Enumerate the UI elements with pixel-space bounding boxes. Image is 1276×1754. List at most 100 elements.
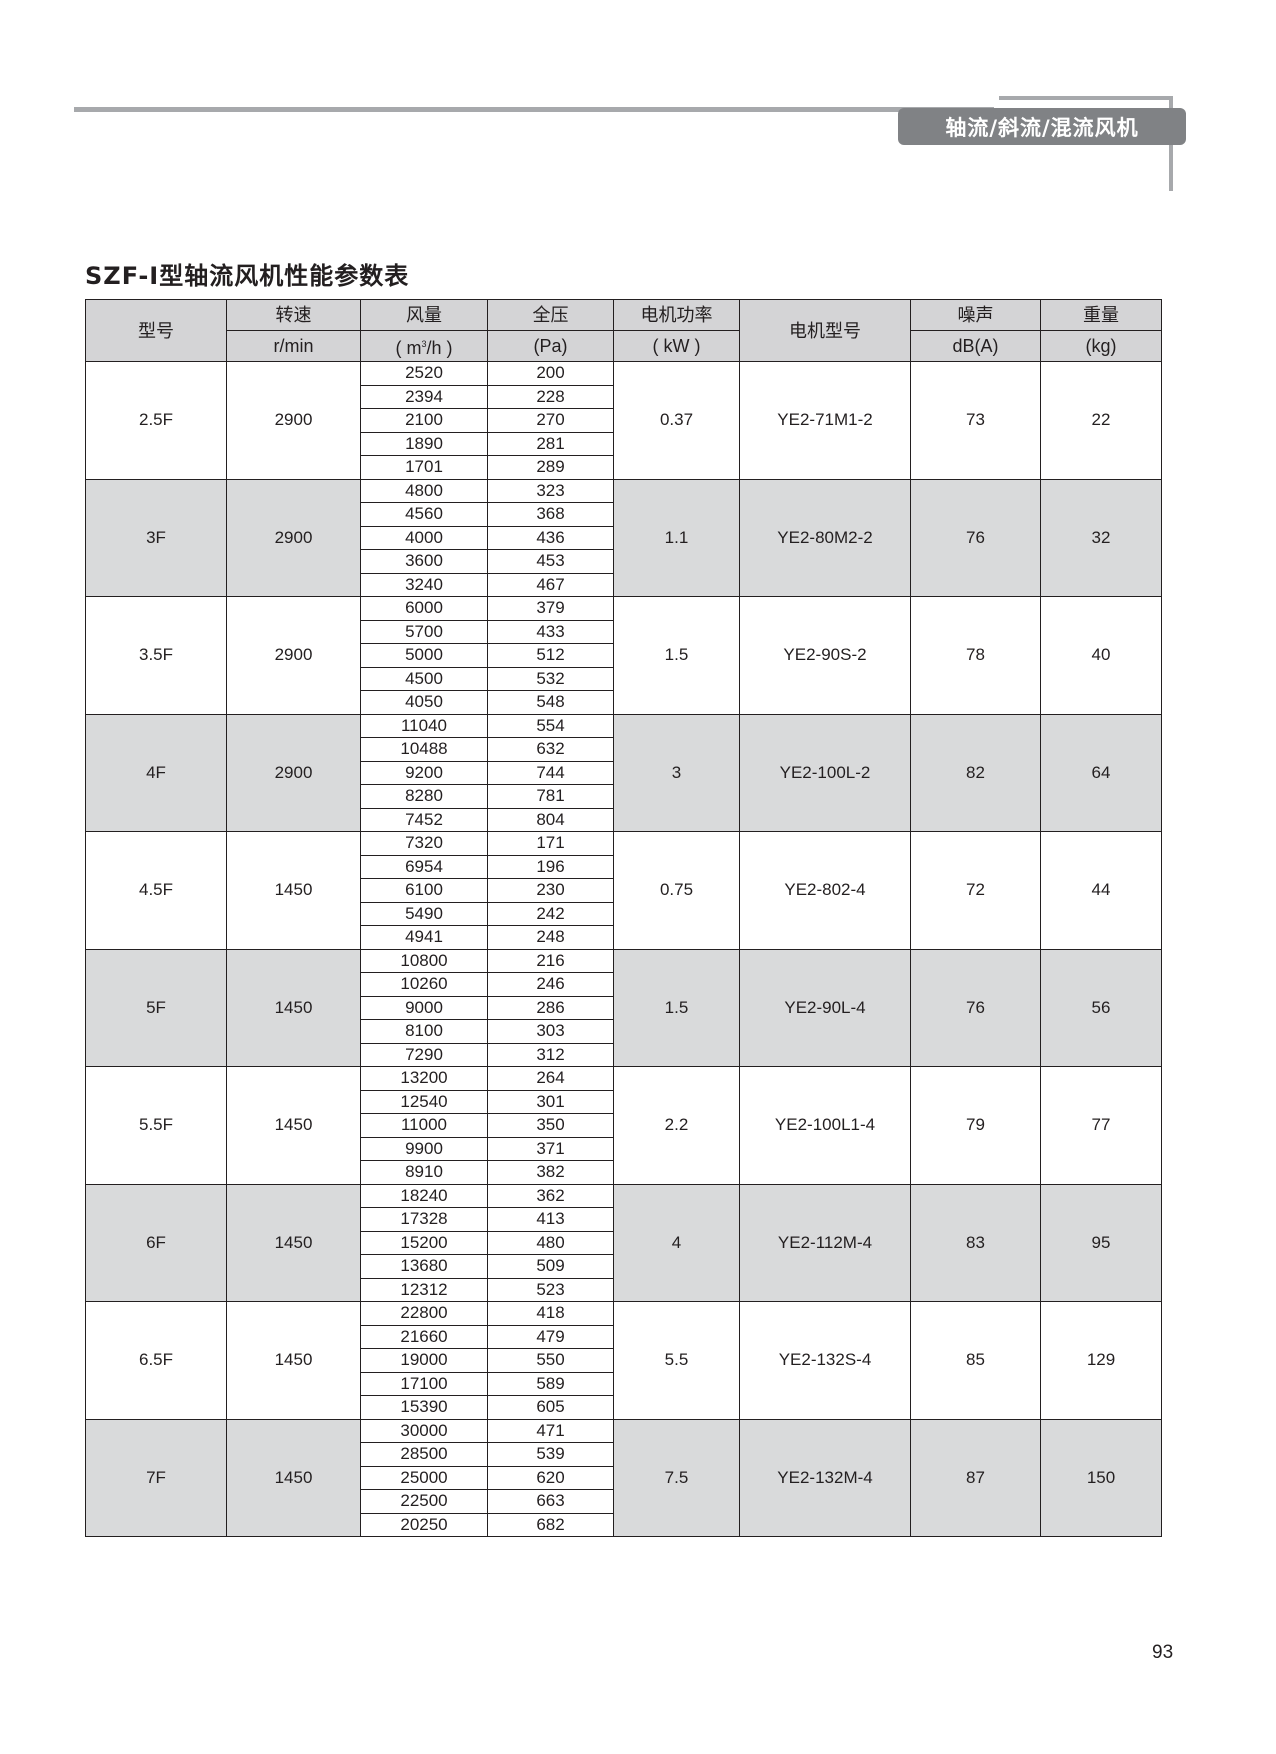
table-row: 2.5F 2900 2520 200 0.37 YE2-71M1-2 73 22	[85, 361, 1162, 480]
cell-airflow: 2520	[360, 361, 488, 386]
cell-pressure: 216	[487, 948, 614, 973]
table-row: 17100 589	[86, 1371, 1162, 1396]
cell-airflow: 4941	[360, 925, 488, 950]
cell-speed: 1450	[226, 1301, 361, 1420]
table-row: 6100 230	[86, 878, 1162, 903]
cell-pressure: 453	[487, 549, 614, 574]
cell-airflow: 9900	[360, 1136, 488, 1161]
cell-pressure: 512	[487, 643, 614, 668]
table-row: 6F 1450 18240 362 4 YE2-112M-4 83 95	[85, 1183, 1162, 1302]
cell-airflow: 12540	[360, 1089, 488, 1114]
table-row: 8280 781	[86, 784, 1162, 809]
cell-speed: 2900	[226, 713, 361, 832]
cell-airflow: 25000	[360, 1465, 488, 1490]
cell-airflow: 18240	[360, 1183, 488, 1208]
header-speed: 转速	[226, 299, 361, 331]
cell-airflow: 17100	[360, 1371, 488, 1396]
table-row: 9000 286	[86, 995, 1162, 1020]
cell-pressure: 350	[487, 1113, 614, 1138]
header-pressure-unit: (Pa)	[487, 330, 614, 362]
header-noise: 噪声	[910, 299, 1041, 331]
header-rule	[74, 107, 994, 112]
cell-noise: 72	[910, 831, 1041, 950]
header-corner-rule	[999, 96, 1173, 100]
cell-speed: 2900	[226, 361, 361, 480]
cell-airflow: 13200	[360, 1066, 488, 1091]
cell-motor: YE2-132S-4	[739, 1301, 911, 1420]
cell-airflow: 10800	[360, 948, 488, 973]
cell-airflow: 20250	[360, 1512, 488, 1537]
cell-motor: YE2-71M1-2	[739, 361, 911, 480]
cell-pressure: 436	[487, 525, 614, 550]
cell-pressure: 682	[487, 1512, 614, 1537]
unit-text: /h )	[426, 338, 453, 358]
cell-speed: 1450	[226, 831, 361, 950]
cell-pressure: 289	[487, 455, 614, 480]
cell-pressure: 303	[487, 1019, 614, 1044]
cell-pressure: 413	[487, 1207, 614, 1232]
cell-pressure: 312	[487, 1042, 614, 1067]
cell-airflow: 8280	[360, 784, 488, 809]
cell-airflow: 5700	[360, 619, 488, 644]
cell-pressure: 323	[487, 478, 614, 503]
cell-pressure: 523	[487, 1277, 614, 1302]
cell-weight: 44	[1040, 831, 1162, 950]
cell-power: 7.5	[613, 1418, 740, 1537]
table-row: 17328 413	[86, 1207, 1162, 1232]
cell-pressure: 632	[487, 737, 614, 762]
cell-airflow: 7452	[360, 807, 488, 832]
table-row: 20250 682	[86, 1512, 1162, 1537]
table-row: 7452 804	[86, 807, 1162, 832]
cell-speed: 2900	[226, 596, 361, 715]
cell-noise: 87	[910, 1418, 1041, 1537]
cell-airflow: 10260	[360, 972, 488, 997]
cell-pressure: 382	[487, 1160, 614, 1185]
cell-airflow: 5000	[360, 643, 488, 668]
cell-model: 3F	[85, 478, 227, 597]
cell-pressure: 605	[487, 1395, 614, 1420]
cell-noise: 76	[910, 948, 1041, 1067]
cell-pressure: 228	[487, 384, 614, 409]
cell-airflow: 12312	[360, 1277, 488, 1302]
table-row: 10488 632	[86, 737, 1162, 762]
cell-model: 7F	[85, 1418, 227, 1537]
table-row: 9900 371	[86, 1136, 1162, 1161]
cell-model: 5.5F	[85, 1066, 227, 1185]
table-row: 15390 605	[86, 1395, 1162, 1420]
cell-pressure: 479	[487, 1324, 614, 1349]
cell-power: 2.2	[613, 1066, 740, 1185]
cell-motor: YE2-802-4	[739, 831, 911, 950]
cell-pressure: 242	[487, 901, 614, 926]
cell-model: 5F	[85, 948, 227, 1067]
cell-pressure: 480	[487, 1230, 614, 1255]
table-row: 21660 479	[86, 1324, 1162, 1349]
cell-weight: 40	[1040, 596, 1162, 715]
cell-airflow: 6100	[360, 878, 488, 903]
table-row: 7290 312	[86, 1042, 1162, 1067]
cell-airflow: 28500	[360, 1442, 488, 1467]
cell-airflow: 15200	[360, 1230, 488, 1255]
cell-airflow: 19000	[360, 1348, 488, 1373]
table-row: 1890 281	[86, 431, 1162, 456]
cell-airflow: 4050	[360, 690, 488, 715]
cell-model: 6F	[85, 1183, 227, 1302]
cell-pressure: 286	[487, 995, 614, 1020]
header-power-unit: ( kW )	[613, 330, 740, 362]
cell-pressure: 368	[487, 502, 614, 527]
cell-weight: 32	[1040, 478, 1162, 597]
cell-airflow: 15390	[360, 1395, 488, 1420]
table-row: 10260 246	[86, 972, 1162, 997]
cell-pressure: 532	[487, 666, 614, 691]
header-airflow-unit: ( m3/h )	[360, 330, 488, 362]
cell-weight: 95	[1040, 1183, 1162, 1302]
cell-airflow: 22500	[360, 1489, 488, 1514]
cell-pressure: 467	[487, 572, 614, 597]
cell-weight: 22	[1040, 361, 1162, 480]
cell-pressure: 281	[487, 431, 614, 456]
cell-weight: 150	[1040, 1418, 1162, 1537]
unit-text: ( m	[395, 338, 422, 358]
table-row: 25000 620	[86, 1465, 1162, 1490]
cell-power: 1.5	[613, 948, 740, 1067]
cell-pressure: 509	[487, 1254, 614, 1279]
cell-airflow: 9000	[360, 995, 488, 1020]
